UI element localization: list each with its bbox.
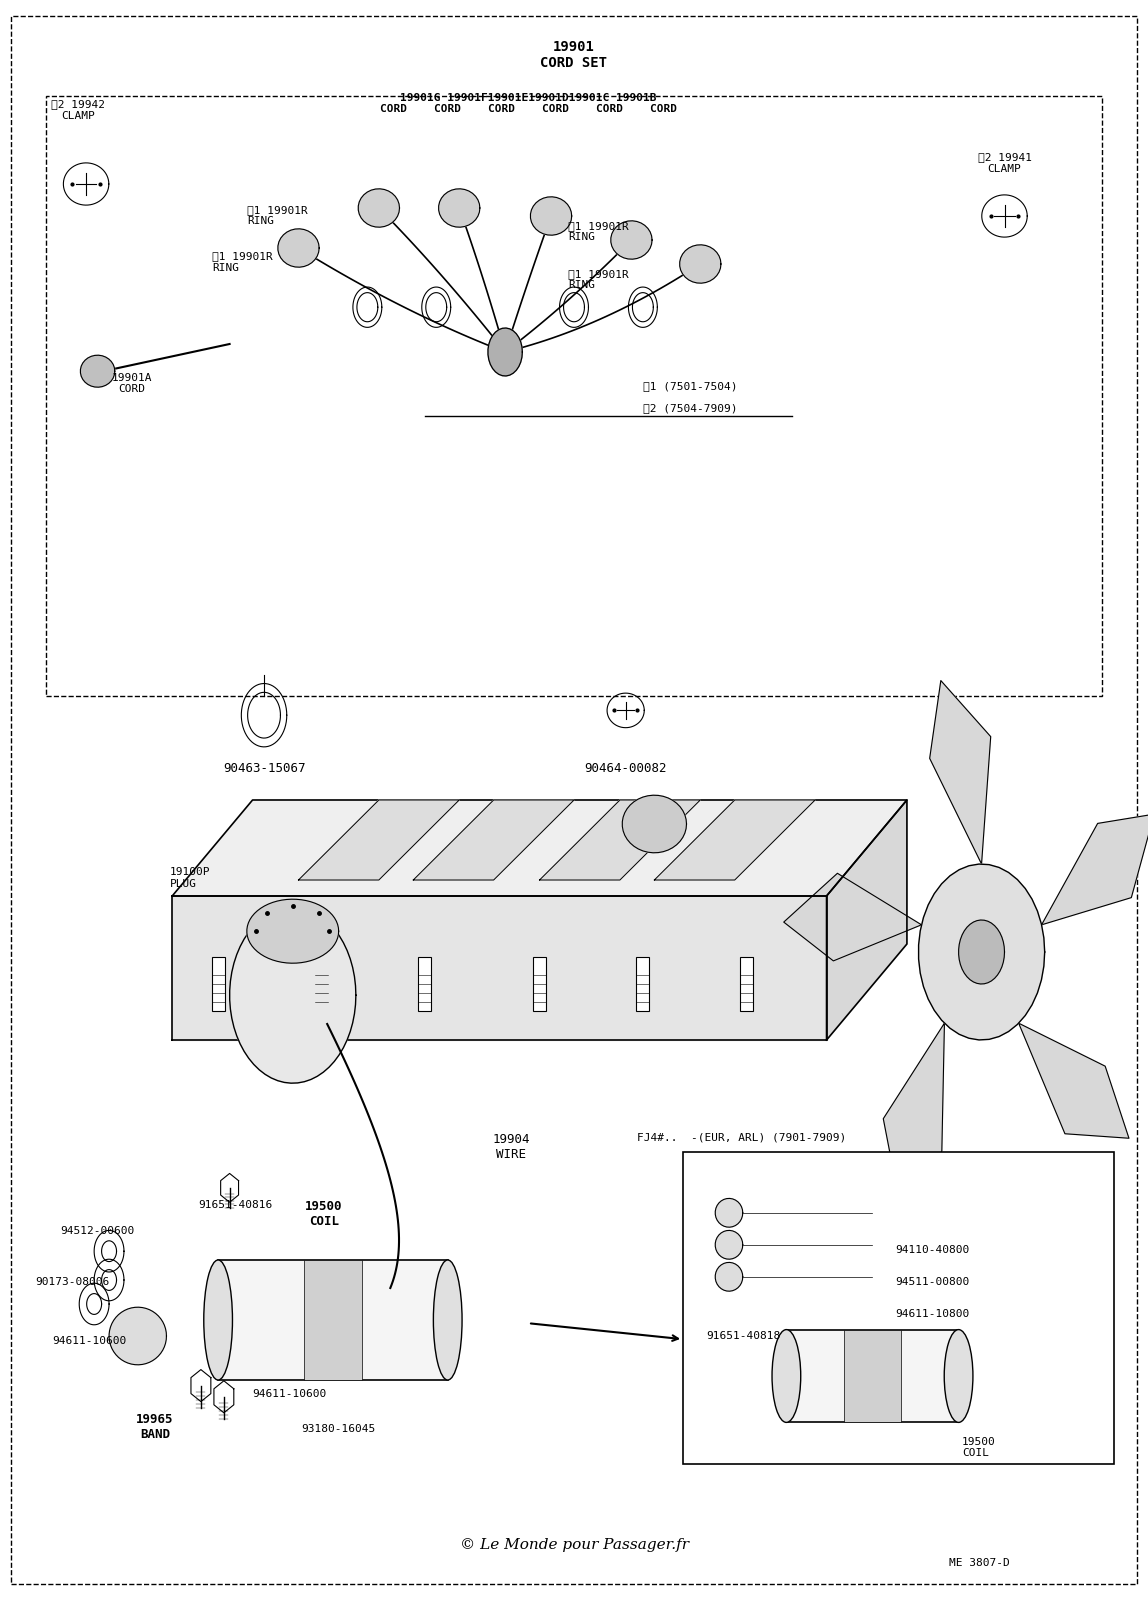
Text: 91651-40816: 91651-40816: [199, 1200, 272, 1210]
Text: 19901
CORD SET: 19901 CORD SET: [541, 40, 607, 70]
Text: 94511-00800: 94511-00800: [895, 1277, 970, 1286]
Text: FJ4#..  -(EUR, ARL) (7901-7909): FJ4#.. -(EUR, ARL) (7901-7909): [637, 1133, 846, 1142]
Polygon shape: [278, 229, 319, 267]
Text: ※2 19942
CLAMP: ※2 19942 CLAMP: [51, 99, 106, 120]
Polygon shape: [622, 795, 687, 853]
Polygon shape: [172, 896, 827, 1040]
Text: 19901G 19901F19901E19901D19901C 19901B
CORD    CORD    CORD    CORD    CORD    C: 19901G 19901F19901E19901D19901C 19901B C…: [380, 93, 676, 115]
Polygon shape: [654, 800, 815, 880]
Polygon shape: [930, 680, 991, 864]
Bar: [636, 957, 650, 1011]
Text: ※2 19941
CLAMP: ※2 19941 CLAMP: [977, 152, 1032, 173]
Bar: [211, 957, 225, 1011]
Bar: [418, 957, 432, 1011]
Polygon shape: [715, 1262, 743, 1291]
Polygon shape: [109, 1307, 166, 1365]
Text: 94611-10800: 94611-10800: [895, 1309, 970, 1318]
Polygon shape: [172, 800, 907, 896]
Polygon shape: [530, 197, 572, 235]
Polygon shape: [827, 800, 907, 1040]
Polygon shape: [413, 800, 574, 880]
Text: 90463-15067: 90463-15067: [223, 762, 305, 774]
Text: 90173-08006: 90173-08006: [36, 1277, 109, 1286]
Polygon shape: [488, 328, 522, 376]
Bar: [683, 1152, 1114, 1464]
Text: 19500
COIL: 19500 COIL: [962, 1437, 995, 1459]
Text: ※2 (7504-7909): ※2 (7504-7909): [643, 403, 737, 413]
Bar: [739, 957, 753, 1011]
Text: 19100P
PLUG: 19100P PLUG: [170, 867, 210, 888]
Polygon shape: [80, 355, 115, 387]
Polygon shape: [439, 189, 480, 227]
Bar: [844, 1330, 901, 1422]
Text: © Le Monde pour Passager.fr: © Le Monde pour Passager.fr: [459, 1538, 689, 1552]
Polygon shape: [959, 920, 1004, 984]
Ellipse shape: [773, 1330, 801, 1422]
Bar: [533, 957, 546, 1011]
Polygon shape: [883, 1022, 945, 1205]
Text: 19500
COIL: 19500 COIL: [305, 1200, 342, 1229]
Text: ※1 19901R
RING: ※1 19901R RING: [568, 221, 629, 242]
Ellipse shape: [204, 1261, 232, 1379]
Polygon shape: [680, 245, 721, 283]
Bar: [304, 1261, 362, 1379]
Text: 19965
BAND: 19965 BAND: [137, 1413, 173, 1440]
Text: 94110-40800: 94110-40800: [895, 1245, 970, 1254]
Polygon shape: [230, 907, 356, 1083]
Polygon shape: [611, 221, 652, 259]
Polygon shape: [784, 874, 922, 962]
Text: 19904
WIRE: 19904 WIRE: [492, 1133, 529, 1162]
Text: 94611-10600: 94611-10600: [53, 1336, 126, 1346]
Text: 94611-10600: 94611-10600: [253, 1389, 326, 1398]
Text: 93180-16045: 93180-16045: [302, 1424, 375, 1434]
Text: 90464-00082: 90464-00082: [584, 762, 667, 774]
Polygon shape: [715, 1230, 743, 1259]
Text: ※1 19901R
RING: ※1 19901R RING: [247, 205, 308, 226]
Text: 91651-40818: 91651-40818: [706, 1331, 781, 1341]
Polygon shape: [715, 1198, 743, 1227]
Bar: [46, 96, 1102, 696]
Text: 19901A
CORD: 19901A CORD: [111, 373, 153, 394]
Text: ※1 19901R
RING: ※1 19901R RING: [568, 269, 629, 290]
Text: ※1 (7501-7504): ※1 (7501-7504): [643, 381, 737, 390]
Polygon shape: [298, 800, 459, 880]
Ellipse shape: [944, 1330, 972, 1422]
Polygon shape: [1041, 814, 1148, 925]
Polygon shape: [918, 864, 1045, 1040]
Bar: [315, 957, 328, 1011]
Ellipse shape: [434, 1261, 461, 1379]
Text: 94512-00600: 94512-00600: [61, 1226, 134, 1235]
Text: ※1 19901R
RING: ※1 19901R RING: [212, 251, 273, 272]
Bar: [786, 1330, 959, 1422]
Polygon shape: [247, 899, 339, 963]
Polygon shape: [1018, 1022, 1128, 1138]
Bar: [218, 1261, 448, 1379]
Polygon shape: [540, 800, 700, 880]
Text: ME 3807-D: ME 3807-D: [949, 1558, 1010, 1568]
Polygon shape: [358, 189, 400, 227]
